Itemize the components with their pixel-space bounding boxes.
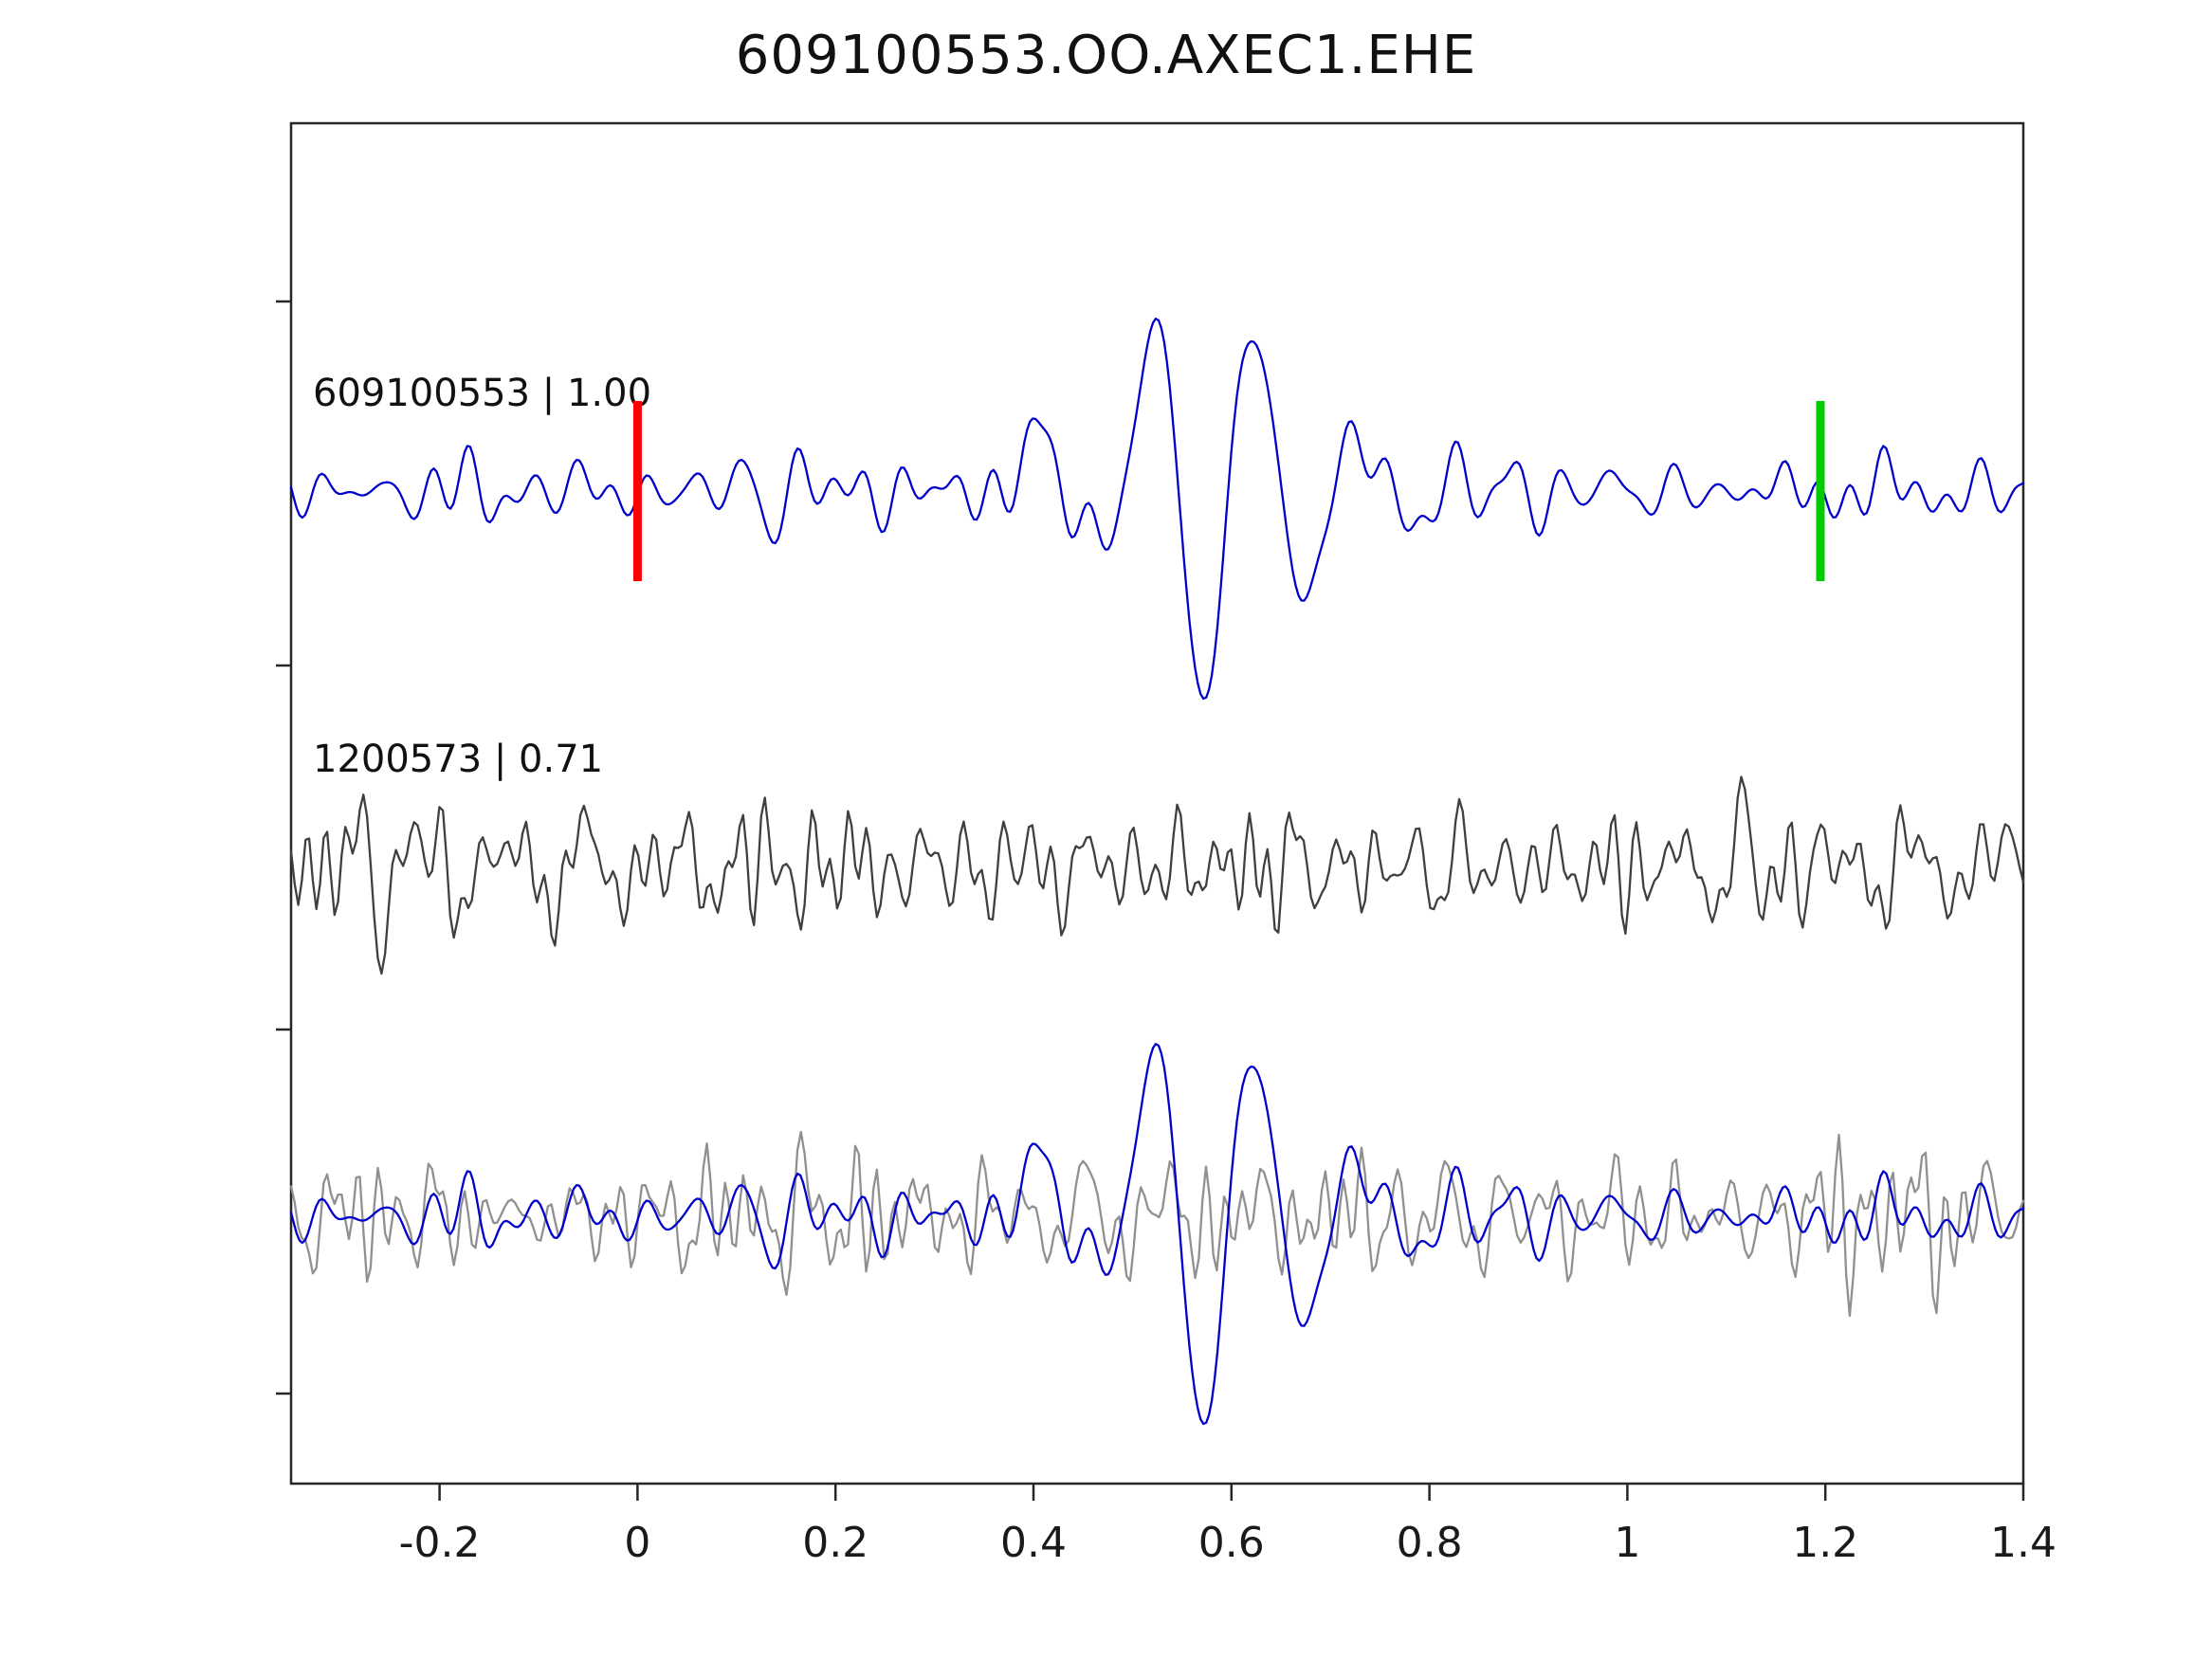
x-tick-label: 1 [1614,1519,1640,1567]
detection-trace-label: 1200573 | 0.71 [313,738,604,781]
figure-title: 609100553.OO.AXEC1.EHE [735,25,1477,86]
x-tick-label: 0 [624,1519,650,1567]
x-tick-label: 0.8 [1397,1519,1463,1567]
plot-frame-group [289,121,2025,1486]
x-tick-label: 0.2 [802,1519,868,1567]
trace-overlay-detection-waveform [289,1130,2025,1318]
pick-markers-group [632,401,1825,581]
x-tick-label: 1.4 [1990,1519,2057,1567]
axis-ticks-group: -0.2 0 0.2 0.4 0.6 0.8 1 1.2 1.4 [276,300,2057,1567]
trace-detection-waveform [289,775,2025,975]
trace-template-waveform [289,318,2025,701]
x-tick-label: 0.4 [1000,1519,1067,1567]
x-tick-label: -0.2 [399,1519,481,1567]
x-tick-label: 1.2 [1792,1519,1858,1567]
x-tick-label: 0.6 [1198,1519,1265,1567]
template-trace-label: 609100553 | 1.00 [313,372,652,415]
traces-group [289,318,2025,1426]
trace-overlay-template-waveform [289,1043,2025,1426]
plot-frame [289,121,2025,1486]
